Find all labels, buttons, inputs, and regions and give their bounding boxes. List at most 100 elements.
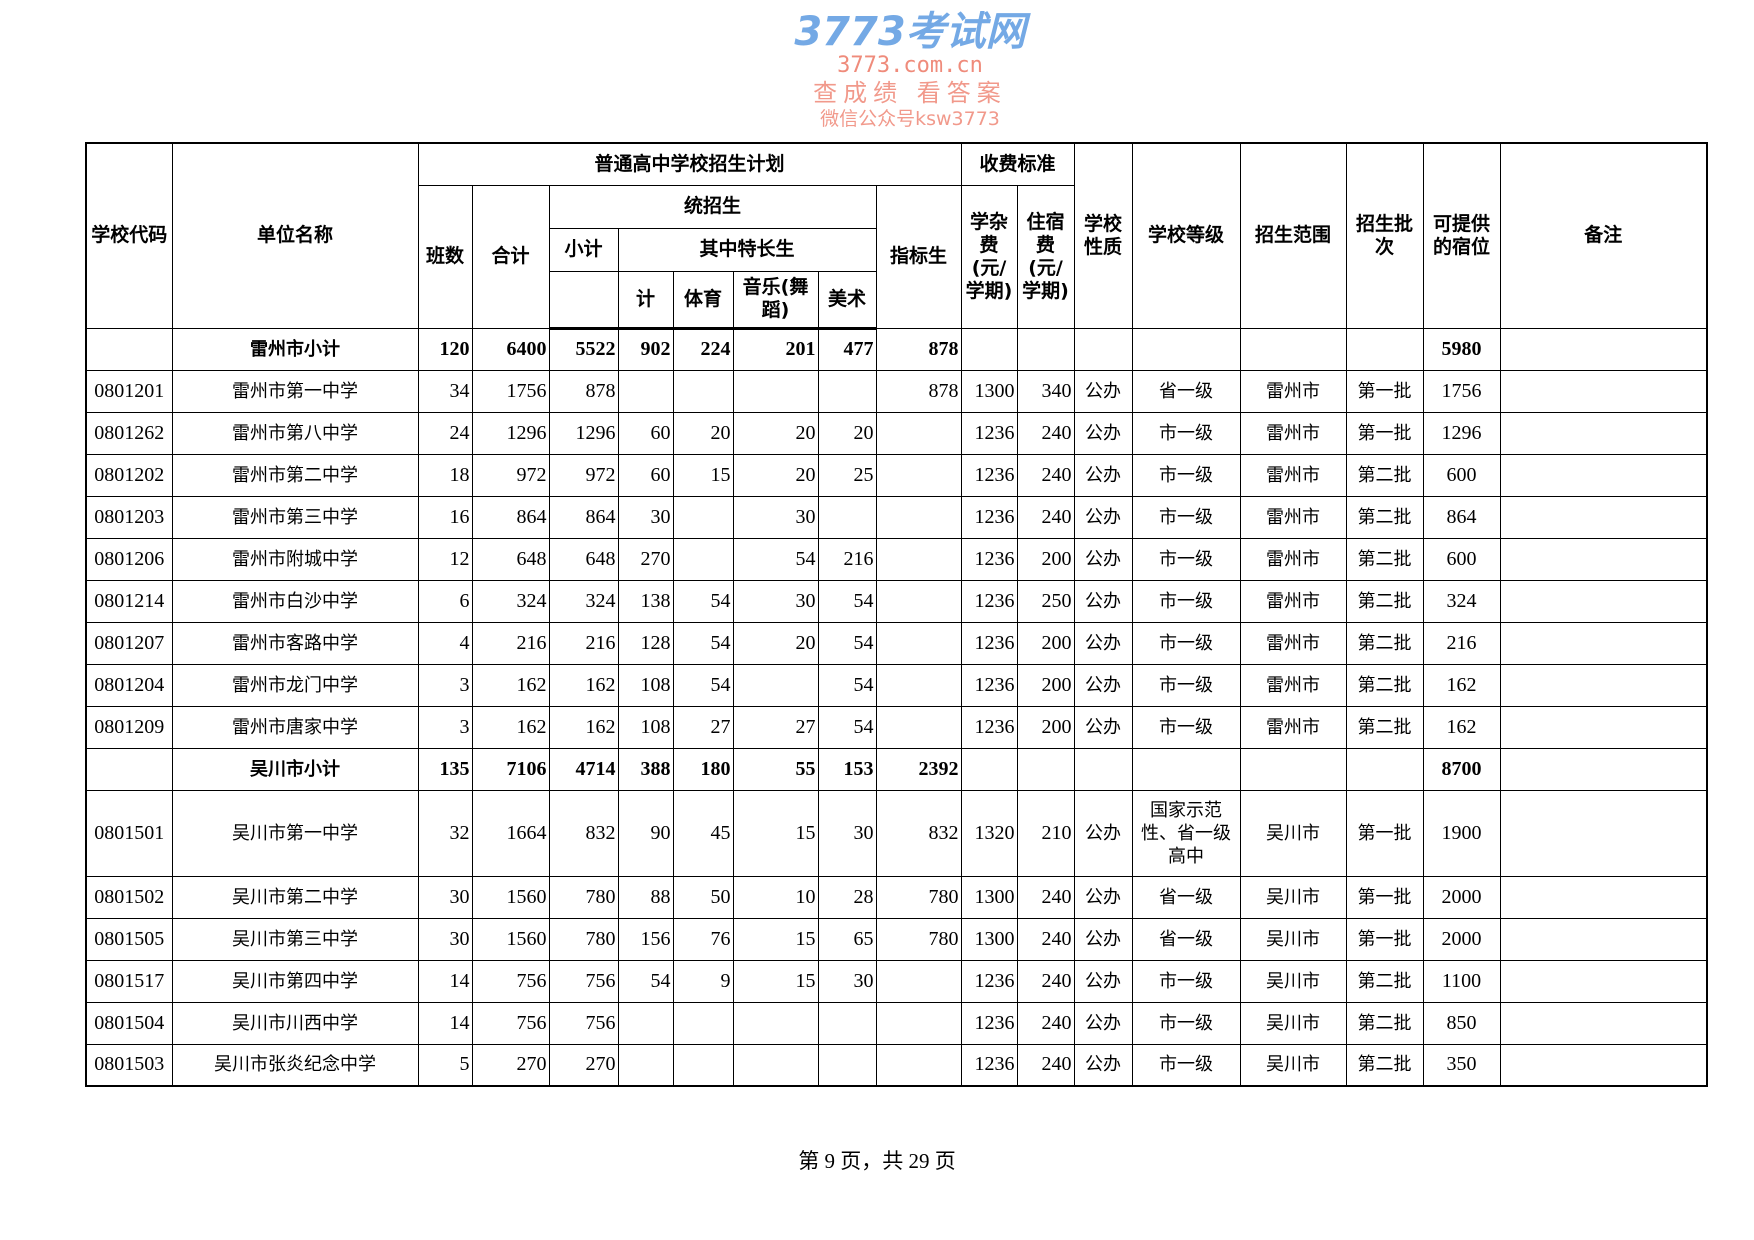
cell-sports: [672, 495, 734, 539]
cell-beds: 350: [1422, 1043, 1501, 1087]
cell-name: 雷州市第二中学: [171, 453, 419, 497]
cell-code: 0801501: [85, 789, 173, 877]
cell-quota: [875, 453, 962, 497]
cell-quota: 832: [875, 789, 962, 877]
cell-total: 648: [471, 537, 550, 581]
cell-tuition: 1320: [960, 789, 1018, 877]
cell-code: [85, 327, 173, 371]
cell-name: 雷州市龙门中学: [171, 663, 419, 707]
cell-quota: 2392: [875, 747, 962, 791]
watermark-logo: 3773考试网: [794, 9, 1026, 55]
cell-beds: 1756: [1422, 369, 1501, 413]
watermark-slogan: 查成绩 看答案: [813, 79, 1007, 107]
cell-code: 0801517: [85, 959, 173, 1003]
cell-art: 30: [817, 959, 877, 1003]
cell-code: 0801209: [85, 705, 173, 749]
cell-quota: [875, 959, 962, 1003]
cell-scope: 吴川市: [1239, 1001, 1347, 1045]
header-sports: 体育: [672, 270, 734, 330]
cell-dorm: 240: [1016, 495, 1075, 539]
cell-grade: 市一级: [1131, 495, 1241, 539]
table-row: 0801503 吴川市张炎纪念中学 5 270 270 1236 240 公办 市一级 吴川市 第二…: [85, 1043, 1708, 1087]
cell-scope: 雷州市: [1239, 369, 1347, 413]
cell-grade: 国家示范性、省一级高中: [1131, 789, 1241, 877]
table-row: 0801207 雷州市客路中学 4 216 216 128 54 20 54 1236 200 公办市…: [85, 621, 1708, 665]
cell-total: 1664: [471, 789, 550, 877]
cell-grade: 市一级: [1131, 537, 1241, 581]
cell-sports: 45: [672, 789, 734, 877]
header-subtotal: 小计: [548, 227, 619, 272]
cell-tuition: 1236: [960, 1043, 1018, 1087]
cell-tuition: 1300: [960, 917, 1018, 961]
cell-sports: [672, 369, 734, 413]
cell-quota: 780: [875, 917, 962, 961]
cell-special-total: 108: [617, 705, 674, 749]
cell-batch: 第一批: [1345, 369, 1424, 413]
cell-scope: 雷州市: [1239, 663, 1347, 707]
cell-special-total: 88: [617, 875, 674, 919]
cell-grade: [1131, 327, 1241, 371]
cell-scope: [1239, 747, 1347, 791]
cell-nature: [1073, 747, 1133, 791]
cell-code: [85, 747, 173, 791]
cell-classes: 34: [417, 369, 473, 413]
cell-classes: 6: [417, 579, 473, 623]
cell-nature: 公办: [1073, 959, 1133, 1003]
cell-batch: 第一批: [1345, 411, 1424, 455]
cell-grade: 市一级: [1131, 411, 1241, 455]
cell-tuition: 1236: [960, 621, 1018, 665]
cell-art: 153: [817, 747, 877, 791]
header-beds: 可提供的宿位: [1422, 142, 1501, 329]
cell-special-total: 128: [617, 621, 674, 665]
cell-quota: [875, 495, 962, 539]
cell-code: 0801502: [85, 875, 173, 919]
cell-grade: 市一级: [1131, 1043, 1241, 1087]
cell-nature: 公办: [1073, 621, 1133, 665]
cell-classes: 5: [417, 1043, 473, 1087]
cell-batch: 第二批: [1345, 959, 1424, 1003]
cell-total: 756: [471, 1001, 550, 1045]
cell-special-total: 388: [617, 747, 674, 791]
cell-code: 0801503: [85, 1043, 173, 1087]
cell-beds: 2000: [1422, 917, 1501, 961]
cell-batch: 第二批: [1345, 537, 1424, 581]
cell-classes: 30: [417, 875, 473, 919]
cell-dorm: 250: [1016, 579, 1075, 623]
cell-remark: [1499, 537, 1708, 581]
cell-name: 雷州市客路中学: [171, 621, 419, 665]
header-music: 音乐(舞蹈): [732, 270, 819, 330]
cell-nature: 公办: [1073, 411, 1133, 455]
cell-quota: [875, 1043, 962, 1087]
cell-beds: 1100: [1422, 959, 1501, 1003]
cell-classes: 24: [417, 411, 473, 455]
cell-art: 216: [817, 537, 877, 581]
cell-quota: [875, 621, 962, 665]
cell-quota: 780: [875, 875, 962, 919]
cell-art: [817, 369, 877, 413]
cell-total: 972: [471, 453, 550, 497]
cell-dorm: 200: [1016, 537, 1075, 581]
cell-code: 0801214: [85, 579, 173, 623]
cell-remark: [1499, 1043, 1708, 1087]
cell-dorm: 210: [1016, 789, 1075, 877]
cell-total: 270: [471, 1043, 550, 1087]
cell-tuition: 1300: [960, 875, 1018, 919]
cell-special-total: 108: [617, 663, 674, 707]
cell-dorm: 240: [1016, 453, 1075, 497]
cell-subtotal: 780: [548, 875, 619, 919]
cell-remark: [1499, 411, 1708, 455]
header-classes: 班数: [417, 184, 473, 329]
header-code: 学校代码: [85, 142, 173, 329]
cell-special-total: 54: [617, 959, 674, 1003]
cell-nature: 公办: [1073, 453, 1133, 497]
cell-special-total: [617, 1001, 674, 1045]
watermark-url: 3773.com.cn: [837, 53, 983, 78]
cell-name: 吴川市第二中学: [171, 875, 419, 919]
cell-total: 864: [471, 495, 550, 539]
cell-quota: 878: [875, 369, 962, 413]
cell-name: 雷州市白沙中学: [171, 579, 419, 623]
header-art: 美术: [817, 270, 877, 330]
cell-quota: [875, 705, 962, 749]
cell-special-total: 90: [617, 789, 674, 877]
cell-tuition: [960, 327, 1018, 371]
